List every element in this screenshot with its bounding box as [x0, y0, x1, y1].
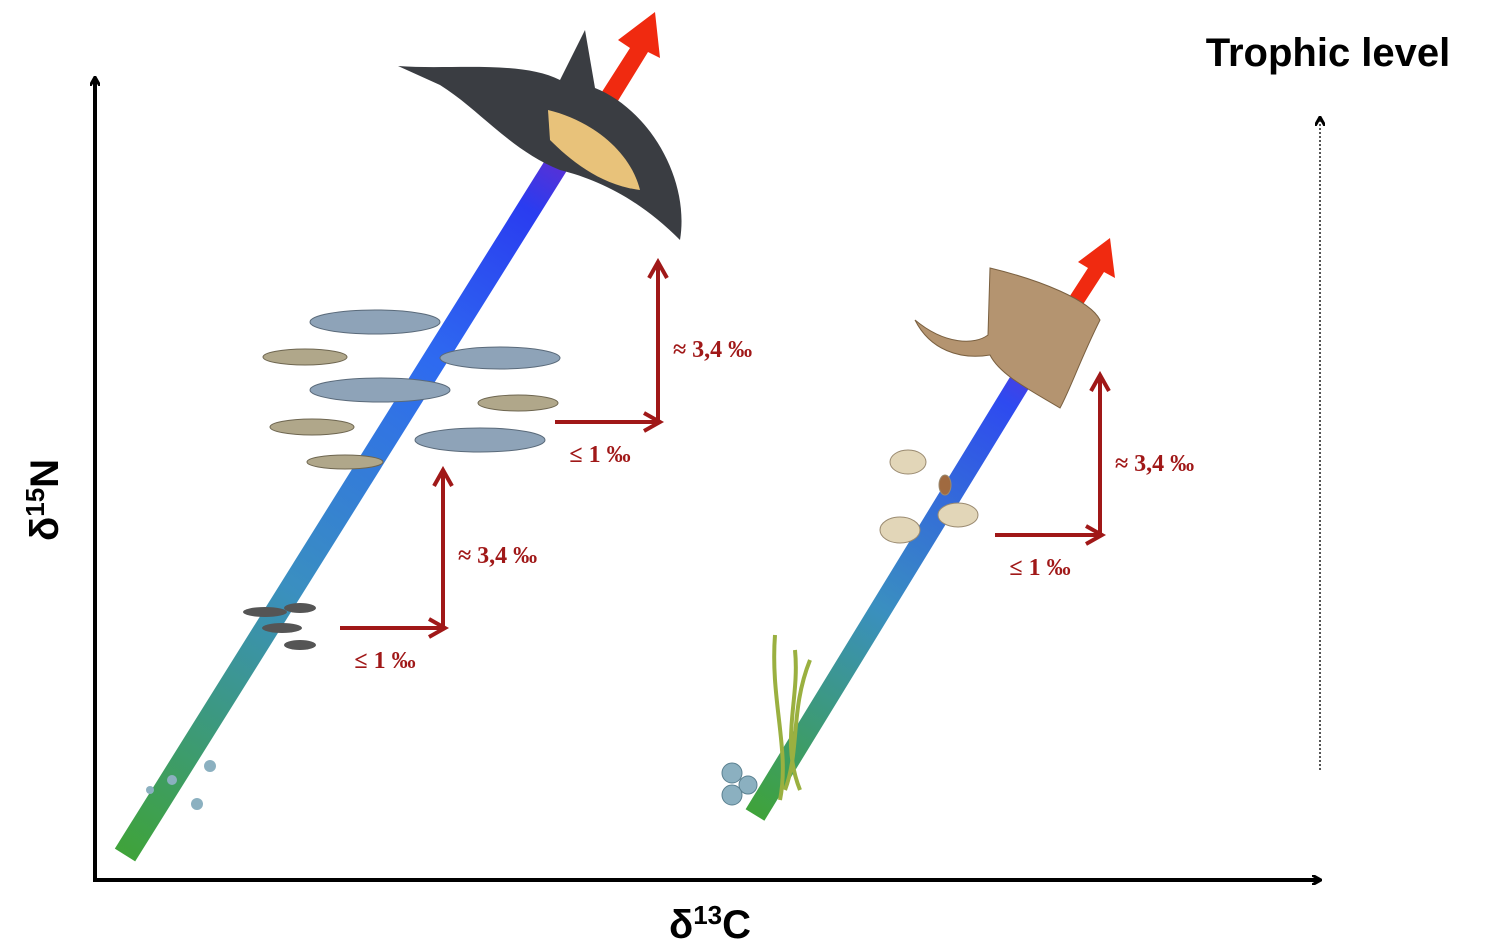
carbon-shift-label: ≤ 1 ‰	[1009, 555, 1070, 581]
trophic-title: Trophic level	[1206, 31, 1451, 75]
y-sup: 15	[20, 488, 50, 517]
x-suffix: C	[722, 903, 751, 947]
carbon-shift-label: ≤ 1 ‰	[354, 648, 415, 674]
x-axis-label: δ13C	[669, 900, 751, 947]
food-chain-right	[722, 238, 1115, 815]
phytoplankton	[722, 763, 757, 805]
y-prefix: δ	[23, 517, 67, 541]
nitrogen-shift-label: ≈ 3,4 ‰	[458, 543, 537, 569]
nitrogen-shift-label: ≈ 3,4 ‰	[673, 337, 752, 363]
axes	[93, 78, 1320, 882]
diagram: Trophic level δ13C δ15N ≤ 1 ‰≈ 3,4 ‰≤ 1 …	[0, 0, 1501, 948]
y-axis-label: δ15N	[20, 459, 67, 541]
x-sup: 13	[693, 900, 722, 930]
nitrogen-shift-label: ≈ 3,4 ‰	[1115, 451, 1194, 477]
carbon-shift-label: ≤ 1 ‰	[569, 442, 630, 468]
red-arrow	[1066, 238, 1115, 306]
food-chain-left	[125, 12, 682, 855]
x-prefix: δ	[669, 903, 693, 947]
page: Trophic level δ13C δ15N ≤ 1 ‰≈ 3,4 ‰≤ 1 …	[0, 0, 1501, 948]
red-arrow	[598, 12, 660, 104]
gradient-bar	[125, 95, 600, 855]
y-suffix: N	[23, 459, 67, 488]
